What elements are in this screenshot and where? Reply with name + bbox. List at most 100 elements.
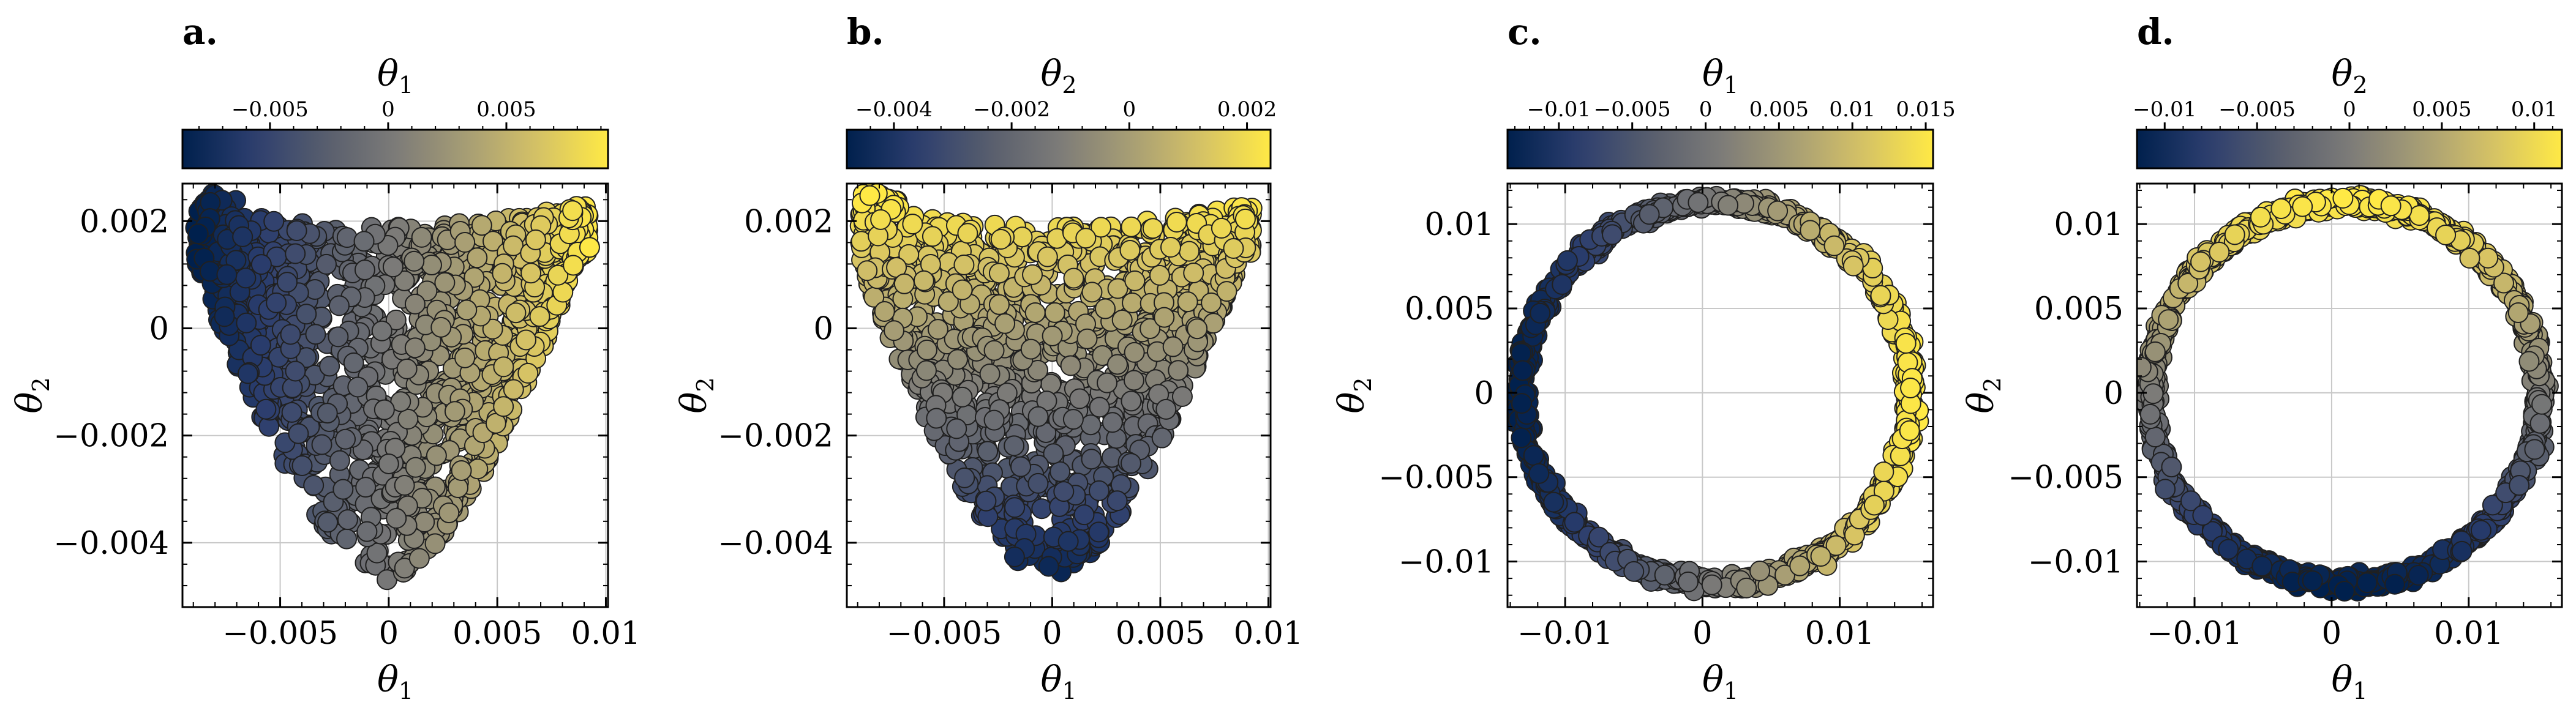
colorbar-label: θ1 (1702, 53, 1738, 99)
data-point (237, 363, 258, 384)
data-point (874, 301, 895, 323)
colorbar-label: θ1 (377, 53, 413, 99)
data-point (1111, 309, 1133, 330)
data-point (386, 507, 407, 529)
data-point (328, 326, 349, 348)
data-point (263, 211, 285, 232)
data-point (291, 455, 313, 476)
data-point (1863, 494, 1885, 516)
data-point (525, 229, 546, 250)
y-tick-label: −0.005 (1378, 460, 1494, 496)
data-point (1543, 491, 1564, 513)
data-point (1121, 216, 1142, 237)
data-point (332, 479, 354, 500)
colorbar-tick-label: 0.015 (1896, 97, 1955, 122)
data-point (994, 313, 1016, 334)
data-point (1162, 336, 1184, 357)
data-point (448, 477, 469, 499)
data-point (1552, 274, 1573, 295)
data-point (505, 302, 527, 324)
data-point (1774, 564, 1796, 586)
data-point (335, 428, 356, 450)
data-point (1102, 412, 1123, 433)
data-point (1168, 360, 1189, 381)
x-tick-label: −0.005 (222, 616, 338, 652)
data-point (232, 226, 253, 247)
data-point (870, 209, 892, 230)
data-point (1789, 555, 1811, 576)
data-point (347, 376, 369, 398)
plot-frame (1506, 182, 1934, 608)
data-point (1825, 535, 1847, 556)
data-point (1027, 406, 1049, 427)
data-point (947, 349, 968, 370)
data-point (430, 316, 452, 338)
panel-3: c.θ1−0.01 −0.005 0 0.005 0.01 0.015−0.01 0 0.01… (1331, 11, 1956, 704)
data-point (953, 254, 975, 275)
data-point (1187, 318, 1208, 340)
data-point (250, 254, 272, 275)
data-point (1010, 456, 1032, 477)
data-point (1142, 218, 1163, 239)
data-point (1899, 420, 1920, 441)
data-point (563, 255, 584, 276)
data-point (1870, 285, 1891, 306)
x-tick-label: −0.01 (1517, 616, 1613, 652)
y-tick-label: −0.004 (53, 526, 169, 562)
colorbar-tick-label: −0.01 (1527, 97, 1591, 122)
data-point (317, 512, 339, 533)
data-point (482, 318, 503, 340)
data-point (1171, 386, 1193, 408)
colorbar-tick-label: −0.005 (231, 97, 309, 122)
data-point (1120, 453, 1141, 474)
data-point (1639, 204, 1660, 225)
data-point (916, 339, 937, 360)
data-point (371, 320, 392, 341)
data-point (1179, 241, 1200, 262)
data-point (1004, 435, 1025, 457)
data-point (988, 263, 1010, 284)
colorbar-tick-label: 0 (1123, 97, 1136, 122)
x-tick-label: 0.005 (1116, 616, 1205, 652)
data-point (893, 273, 915, 294)
data-point (1027, 359, 1048, 381)
data-point (1223, 238, 1244, 259)
data-point (394, 558, 415, 579)
data-point (336, 227, 358, 248)
data-point (1588, 526, 1610, 548)
data-point (520, 263, 542, 284)
y-tick-label: −0.01 (1399, 545, 1494, 581)
data-point (397, 408, 419, 430)
data-point (857, 260, 878, 282)
data-point (1154, 307, 1175, 328)
data-point (250, 335, 271, 356)
data-point (1183, 262, 1204, 283)
data-point (1149, 264, 1170, 286)
data-point (434, 272, 456, 293)
y-tick-label: 0.005 (1405, 291, 1494, 327)
data-point (1564, 512, 1585, 533)
data-point (337, 509, 358, 531)
data-point (336, 528, 358, 550)
colorbar (1506, 129, 1934, 170)
x-tick-label: 0.005 (452, 616, 542, 652)
data-point (1081, 449, 1102, 470)
y-axis-label: θ2 (1331, 377, 1376, 413)
data-point (1004, 497, 1026, 518)
data-point (1701, 574, 1722, 595)
data-point (404, 250, 425, 272)
data-point (266, 292, 287, 313)
data-point (1053, 481, 1075, 502)
data-point (1123, 370, 1144, 391)
data-point (1073, 504, 1095, 526)
y-tick-label: 0 (1474, 376, 1494, 412)
data-point (1076, 328, 1098, 349)
data-point (353, 231, 375, 252)
data-point (396, 358, 418, 379)
panel-letter: d. (2137, 11, 2174, 53)
data-point (1736, 577, 1757, 599)
data-point (315, 253, 337, 275)
data-point (1654, 564, 1675, 586)
y-axis-label: θ2 (9, 377, 54, 413)
